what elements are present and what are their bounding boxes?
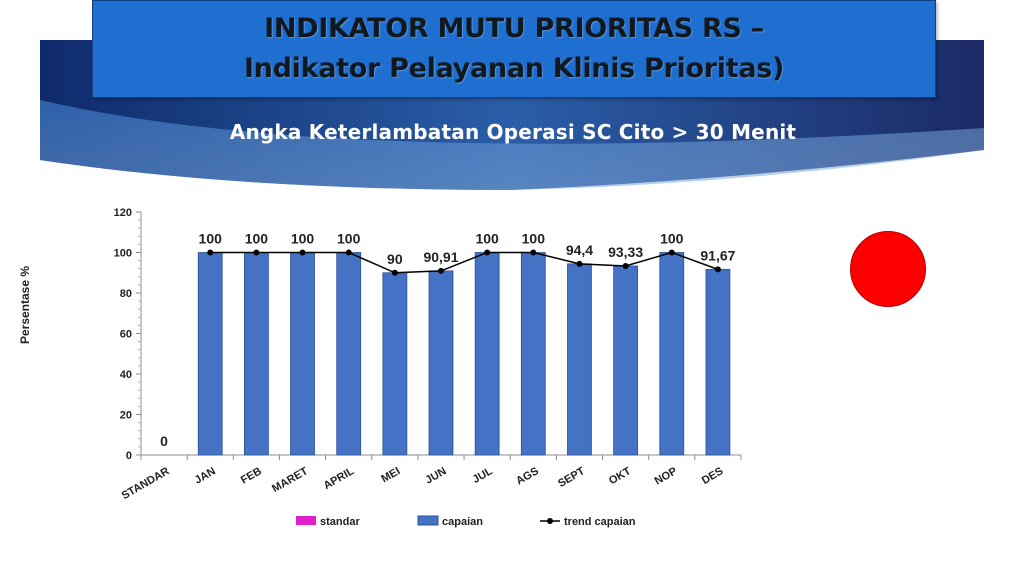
data-label: 94,4	[566, 242, 593, 258]
trend-marker	[299, 249, 306, 256]
bar-capaian	[474, 252, 500, 456]
x-tick-label: JUN	[423, 465, 448, 486]
trend-line	[210, 251, 719, 274]
status-indicator-red	[850, 231, 926, 307]
x-tick-label: STANDAR	[120, 465, 172, 502]
legend-label: capaian	[442, 516, 483, 528]
y-tick-label: 40	[120, 369, 132, 381]
data-label: 100	[475, 231, 499, 247]
data-label: 0	[160, 433, 168, 449]
trend-marker	[530, 249, 537, 256]
x-tick-label: FEB	[239, 465, 264, 486]
trend-marker	[668, 249, 675, 256]
data-label: 100	[660, 231, 684, 247]
chart-subtitle: Angka Keterlambatan Operasi SC Cito > 30…	[229, 120, 797, 144]
data-label: 100	[245, 231, 269, 247]
data-label: 90	[387, 251, 403, 267]
bar-capaian	[659, 252, 685, 456]
x-tick-label: JUL	[471, 465, 495, 486]
bar-capaian	[243, 252, 269, 456]
x-tick-label: SEPT	[556, 465, 587, 490]
x-tick-label: NOP	[653, 465, 680, 487]
trend-marker	[207, 249, 214, 256]
data-label: 100	[199, 231, 223, 247]
data-label: 100	[522, 231, 546, 247]
legend-swatch-standar	[296, 516, 316, 525]
x-tick-label: DES	[700, 465, 726, 487]
y-axis-label: Persentase %	[18, 265, 32, 345]
data-label: 100	[291, 231, 315, 247]
bar-capaian	[382, 272, 408, 456]
trend-marker	[253, 249, 260, 256]
trend-marker	[622, 263, 629, 270]
trend-marker	[484, 249, 491, 256]
x-tick-label: OKT	[607, 465, 633, 487]
data-label: 93,33	[608, 244, 643, 260]
bar-capaian	[290, 252, 315, 456]
y-tick-label: 20	[120, 410, 132, 422]
trend-marker	[576, 260, 583, 267]
legend-label: standar	[320, 516, 360, 528]
legend-label: trend capaian	[564, 516, 636, 528]
data-label: 91,67	[700, 247, 735, 263]
page-title-line1: INDIKATOR MUTU PRIORITAS RS –	[264, 13, 764, 44]
data-label: 100	[337, 231, 361, 247]
x-tick-label: APRIL	[322, 465, 357, 492]
bar-capaian	[336, 252, 362, 456]
trend-marker	[345, 249, 352, 256]
legend-marker-trend	[547, 518, 553, 524]
x-tick-label: MEI	[379, 465, 402, 485]
y-tick-label: 0	[126, 450, 132, 462]
x-tick-label: MARET	[270, 465, 310, 495]
y-tick-label: 80	[120, 288, 132, 300]
bar-capaian	[428, 270, 454, 456]
title-box: INDIKATOR MUTU PRIORITAS RS – Indikator …	[92, 0, 936, 98]
y-tick-label: 100	[114, 248, 132, 260]
x-tick-label: AGS	[514, 465, 541, 487]
bar-capaian	[567, 263, 592, 456]
trend-marker	[714, 266, 721, 273]
x-tick-label: JAN	[193, 465, 218, 486]
bar-capaian	[197, 252, 223, 456]
y-tick-label: 60	[120, 329, 132, 341]
legend-swatch-capaian	[417, 515, 439, 526]
trend-marker	[391, 269, 398, 276]
page-title-line2: Indikator Pelayanan Klinis Prioritas)	[243, 53, 785, 84]
trend-marker	[438, 267, 444, 274]
bar-capaian	[705, 268, 731, 456]
bar-capaian	[520, 252, 546, 456]
data-label: 90,91	[423, 249, 458, 265]
bar-capaian	[613, 265, 639, 456]
y-tick-label: 120	[114, 207, 132, 219]
